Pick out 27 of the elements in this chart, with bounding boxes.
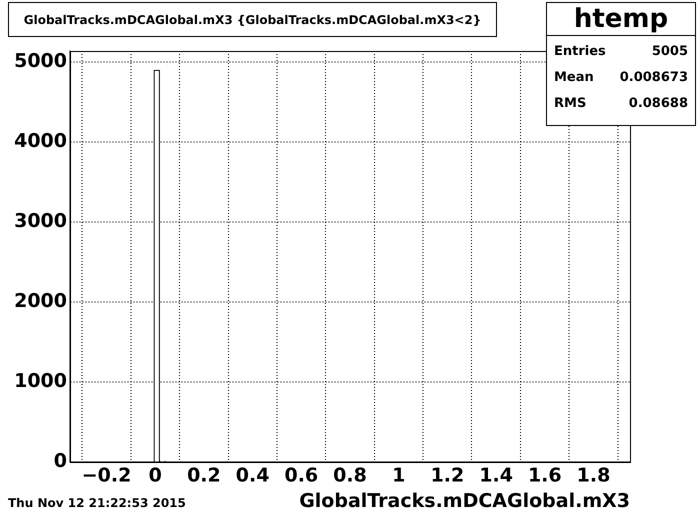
annotation: 0.008673: [620, 70, 688, 84]
x-tick-label: 0.8: [333, 464, 367, 486]
x-tick-label: −0.2: [82, 464, 132, 486]
x-tick-label: 1.6: [528, 464, 562, 486]
x-tick-label: 1.2: [430, 464, 464, 486]
text: Thu Nov 12 21:22:53 2015: [8, 496, 186, 510]
y-tick-label: 3000: [14, 210, 67, 232]
chart-title: GlobalTracks.mDCAGlobal.mX3 {GlobalTracks.mDCAGlobal.mX3<2}: [8, 2, 497, 37]
annotation: Entries: [554, 44, 606, 58]
x-tick-label: 0.2: [187, 464, 221, 486]
x-axis-title: GlobalTracks.mDCAGlobal.mX3: [299, 490, 630, 512]
text: 5005: [652, 44, 688, 58]
y-tick-label: 5000: [14, 50, 67, 72]
x-tick-label: 0.4: [236, 464, 270, 486]
x-tick-label: 0.6: [284, 464, 318, 486]
y-tick-label: 4000: [14, 130, 67, 152]
annotation: RMS: [554, 96, 586, 110]
legend-title: htemp: [547, 3, 695, 36]
y-tick-label: 1000: [14, 370, 67, 392]
annotation: Mean: [554, 70, 594, 84]
x-tick-label: 1.4: [479, 464, 513, 486]
x-tick-label: 1: [392, 464, 406, 486]
annotation: 0.08688: [628, 96, 688, 110]
y-tick-label: 0: [54, 450, 67, 472]
y-tick-label: 2000: [14, 290, 67, 312]
x-tick-label: 1.8: [576, 464, 610, 486]
x-tick-label: 0: [148, 464, 162, 486]
